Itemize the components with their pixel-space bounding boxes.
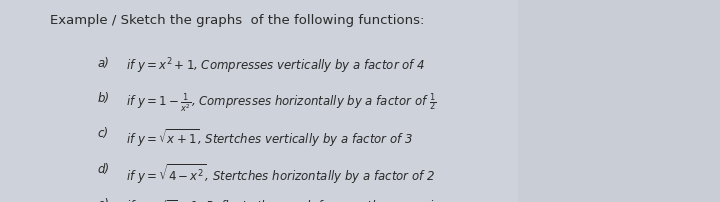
Text: d): d) (97, 163, 109, 176)
Text: Example / Sketch the graphs  of the following functions:: Example / Sketch the graphs of the follo… (50, 14, 425, 27)
FancyBboxPatch shape (0, 0, 518, 202)
Text: if $y = x^2 + 1$, Compresses vertically by a factor of 4: if $y = x^2 + 1$, Compresses vertically … (126, 57, 426, 76)
Text: if $y = 1-\frac{1}{x^2}$, Compresses horizontally by a factor of $\frac{1}{2}$: if $y = 1-\frac{1}{x^2}$, Compresses hor… (126, 92, 436, 115)
Text: c): c) (97, 127, 108, 140)
Text: e): e) (97, 198, 109, 202)
Text: if $y = \sqrt{x}+1$, Reflects the graph $f$ across the $x-$ axis: if $y = \sqrt{x}+1$, Reflects the graph … (126, 198, 441, 202)
Text: if $y = \sqrt{x+1}$, Stertches vertically by a factor of 3: if $y = \sqrt{x+1}$, Stertches verticall… (126, 127, 413, 149)
Text: b): b) (97, 92, 109, 105)
Text: if $y = \sqrt{4-x^2}$, Stertches horizontally by a factor of 2: if $y = \sqrt{4-x^2}$, Stertches horizon… (126, 163, 436, 186)
Text: a): a) (97, 57, 109, 69)
